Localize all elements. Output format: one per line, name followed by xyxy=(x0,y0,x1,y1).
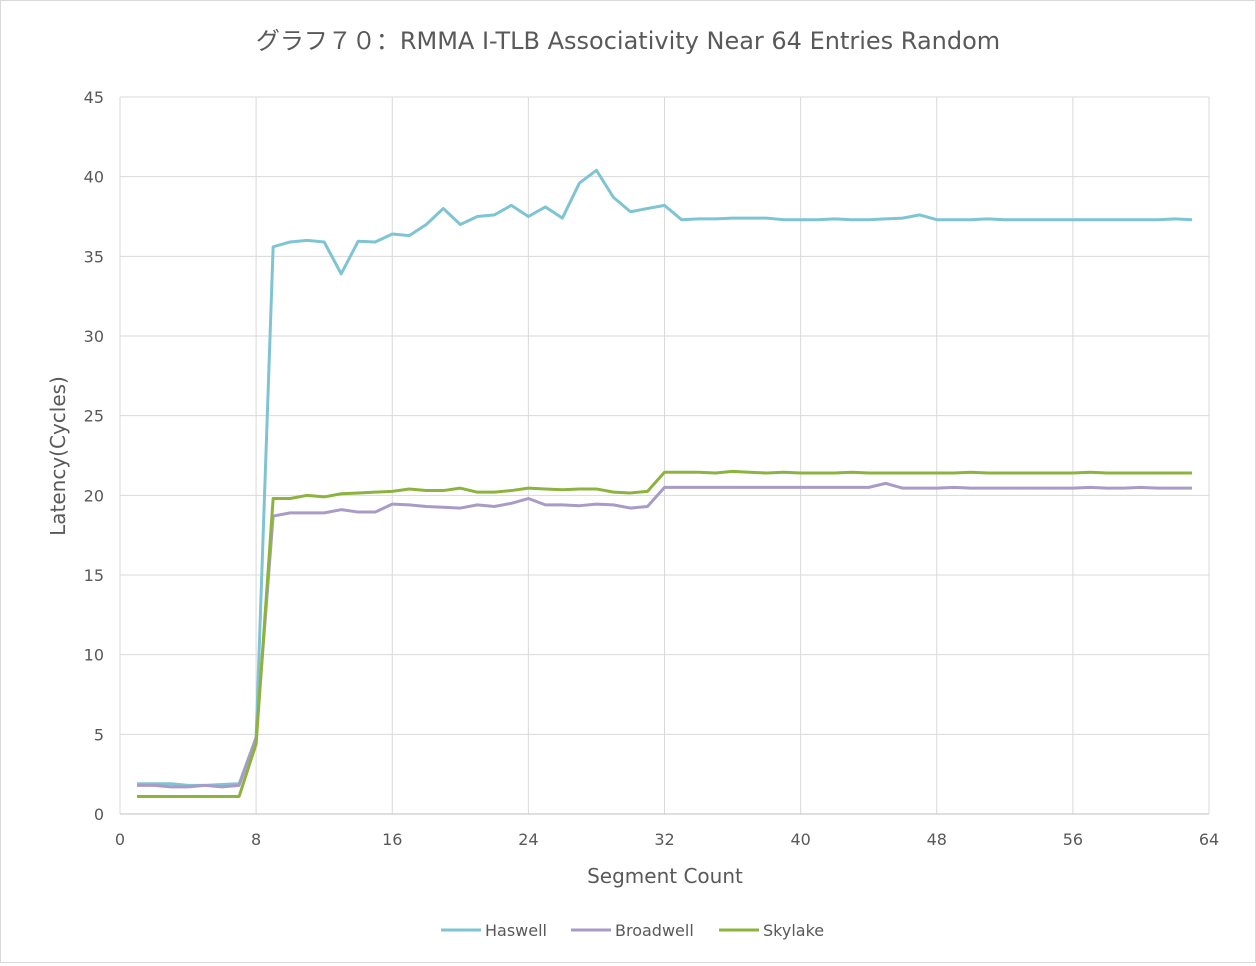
y-axis-ticks: 0 5 10 15 20 25 30 35 40 45 xyxy=(84,88,104,824)
x-axis-label: Segment Count xyxy=(587,864,743,888)
y-tick-label: 0 xyxy=(94,805,104,824)
legend-label: Broadwell xyxy=(615,921,694,940)
gridlines xyxy=(119,96,1210,815)
series-line-broadwell xyxy=(137,481,1192,789)
x-tick-label: 0 xyxy=(115,830,125,849)
y-tick-label: 45 xyxy=(84,88,104,107)
legend-item-skylake: Skylake xyxy=(719,921,824,940)
legend-item-broadwell: Broadwell xyxy=(571,921,694,940)
legend: Haswell Broadwell Skylake xyxy=(441,921,824,940)
y-tick-label: 30 xyxy=(84,327,104,346)
series-line-haswell xyxy=(137,168,1193,787)
series-line-skylake xyxy=(137,469,1192,798)
legend-label: Skylake xyxy=(763,921,824,940)
x-tick-label: 8 xyxy=(251,830,261,849)
y-axis-label: Latency(Cycles) xyxy=(46,376,70,536)
series-lines xyxy=(137,168,1193,798)
x-tick-label: 32 xyxy=(654,830,674,849)
y-tick-label: 40 xyxy=(84,168,104,187)
x-tick-label: 64 xyxy=(1199,830,1219,849)
legend-item-haswell: Haswell xyxy=(441,921,547,940)
y-tick-label: 35 xyxy=(84,247,104,266)
x-tick-label: 16 xyxy=(382,830,402,849)
y-tick-label: 5 xyxy=(94,725,104,744)
x-tick-label: 56 xyxy=(1063,830,1083,849)
x-tick-label: 48 xyxy=(927,830,947,849)
y-tick-label: 20 xyxy=(84,486,104,505)
x-tick-label: 40 xyxy=(790,830,810,849)
x-tick-label: 24 xyxy=(518,830,538,849)
x-axis-ticks: 0 8 16 24 32 40 48 56 64 xyxy=(115,830,1219,849)
y-tick-label: 10 xyxy=(84,646,104,665)
legend-label: Haswell xyxy=(485,921,547,940)
chart-title: グラフ７０：RMMA I-TLB Associativity Near 64 E… xyxy=(256,27,1000,55)
y-tick-label: 25 xyxy=(84,407,104,426)
y-tick-label: 15 xyxy=(84,566,104,585)
